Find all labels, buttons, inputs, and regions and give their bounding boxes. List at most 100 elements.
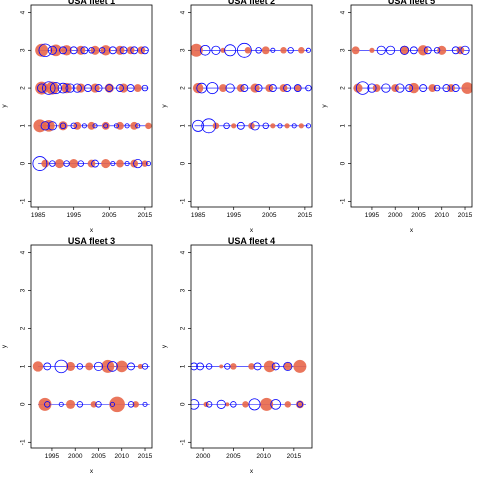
y-axis-label: y [161,104,168,108]
red-bubble [90,401,98,408]
blue-bubble [44,401,51,408]
blue-bubble [49,82,62,95]
y-tick-label: 2 [180,86,187,90]
blue-bubble [119,46,128,55]
blue-bubble [142,401,148,407]
x-tick-label: 2010 [435,212,450,219]
blue-bubble [419,84,428,92]
red-bubble [58,121,68,131]
red-bubble [219,364,224,369]
blue-bubble [270,47,276,53]
x-tick-label: 2015 [298,212,313,219]
red-bubble [261,46,270,55]
y-tick-label: 0 [180,402,187,406]
blue-bubble [451,84,460,92]
blue-bubble [93,361,104,372]
x-axis-label: x [90,468,94,475]
blue-bubble [135,123,141,129]
red-bubble [101,121,110,130]
blue-bubble [40,121,50,131]
blue-bubble [98,47,106,54]
red-bubble [32,361,44,372]
blue-bubble [395,83,405,93]
blue-bubble [367,83,377,93]
blue-bubble [47,121,57,131]
x-tick-label: 2010 [256,453,271,460]
red-bubble [85,362,94,371]
blue-bubble [268,84,277,92]
y-tick-label: 1 [340,124,347,128]
blue-bubble [95,401,102,408]
x-tick-label: 1985 [191,212,206,219]
red-bubble [90,45,100,55]
panel-3: USA fleet 5 1995 2000 2005 2010 2015 -1 0 1 2 3 4 x y [321,0,473,234]
red-bubble [41,159,50,168]
blue-bubble [124,161,130,167]
y-tick-label: 4 [340,10,347,14]
panel-frame [350,4,473,208]
panel-2: USA fleet 2 1985 1995 2005 2015 -1 0 1 2 3 4 x y [161,0,312,234]
blue-bubble [38,43,52,58]
x-axis-label: x [410,227,414,234]
blue-bubble [107,361,118,372]
blue-bubble [254,84,263,92]
red-bubble [437,45,447,55]
y-tick-label: -1 [180,439,187,445]
red-bubble [115,360,128,373]
blue-bubble [240,84,249,92]
blue-bubble [127,362,135,371]
y-tick-label: -1 [340,198,347,204]
blue-bubble [248,398,261,411]
y-tick-label: 4 [180,10,187,14]
blue-bubble [305,47,311,53]
y-tick-label: 3 [340,48,347,52]
y-tick-label: -1 [180,198,187,204]
red-bubble [54,159,65,169]
blue-bubble [47,45,57,55]
panel-frame [190,244,313,449]
blue-bubble [103,123,109,129]
red-bubble [399,45,410,55]
blue-bubble [409,46,418,55]
blue-bubble [287,47,294,54]
blue-bubble [236,42,252,58]
blue-bubble [94,84,103,92]
y-tick-label: 1 [20,124,27,128]
y-axis-label: y [161,344,168,348]
panel-title: USA fleet 4 [228,236,275,246]
blue-bubble [108,46,117,55]
blue-bubble [451,46,460,55]
blue-bubble [293,84,302,92]
y-tick-label: 2 [20,326,27,330]
red-bubble [66,399,76,409]
x-tick-label: 2005 [226,453,241,460]
y-tick-label: 2 [340,86,347,90]
blue-bubble [113,123,119,129]
x-axis-label: x [250,468,254,475]
x-axis-label: x [90,227,94,234]
red-bubble [284,123,290,129]
x-tick-label: 2000 [388,212,403,219]
blue-bubble [224,363,231,370]
blue-bubble [423,46,432,55]
red-bubble [461,82,472,94]
blue-bubble [80,46,89,55]
red-bubble [231,123,237,129]
red-bubble [66,361,76,371]
blue-bubble [59,46,67,55]
red-bubble [35,43,49,57]
red-bubble [192,82,204,94]
y-tick-label: 2 [20,86,27,90]
blue-bubble [124,123,130,129]
red-bubble [50,44,62,57]
red-bubble [242,401,249,408]
red-bubble [33,119,47,133]
blue-bubble [91,159,99,168]
red-bubble [294,84,302,92]
blue-bubble [216,399,226,409]
blue-bubble [109,401,115,407]
y-axis-label: y [321,104,328,108]
blue-bubble [88,47,95,54]
blue-bubble [283,84,291,92]
